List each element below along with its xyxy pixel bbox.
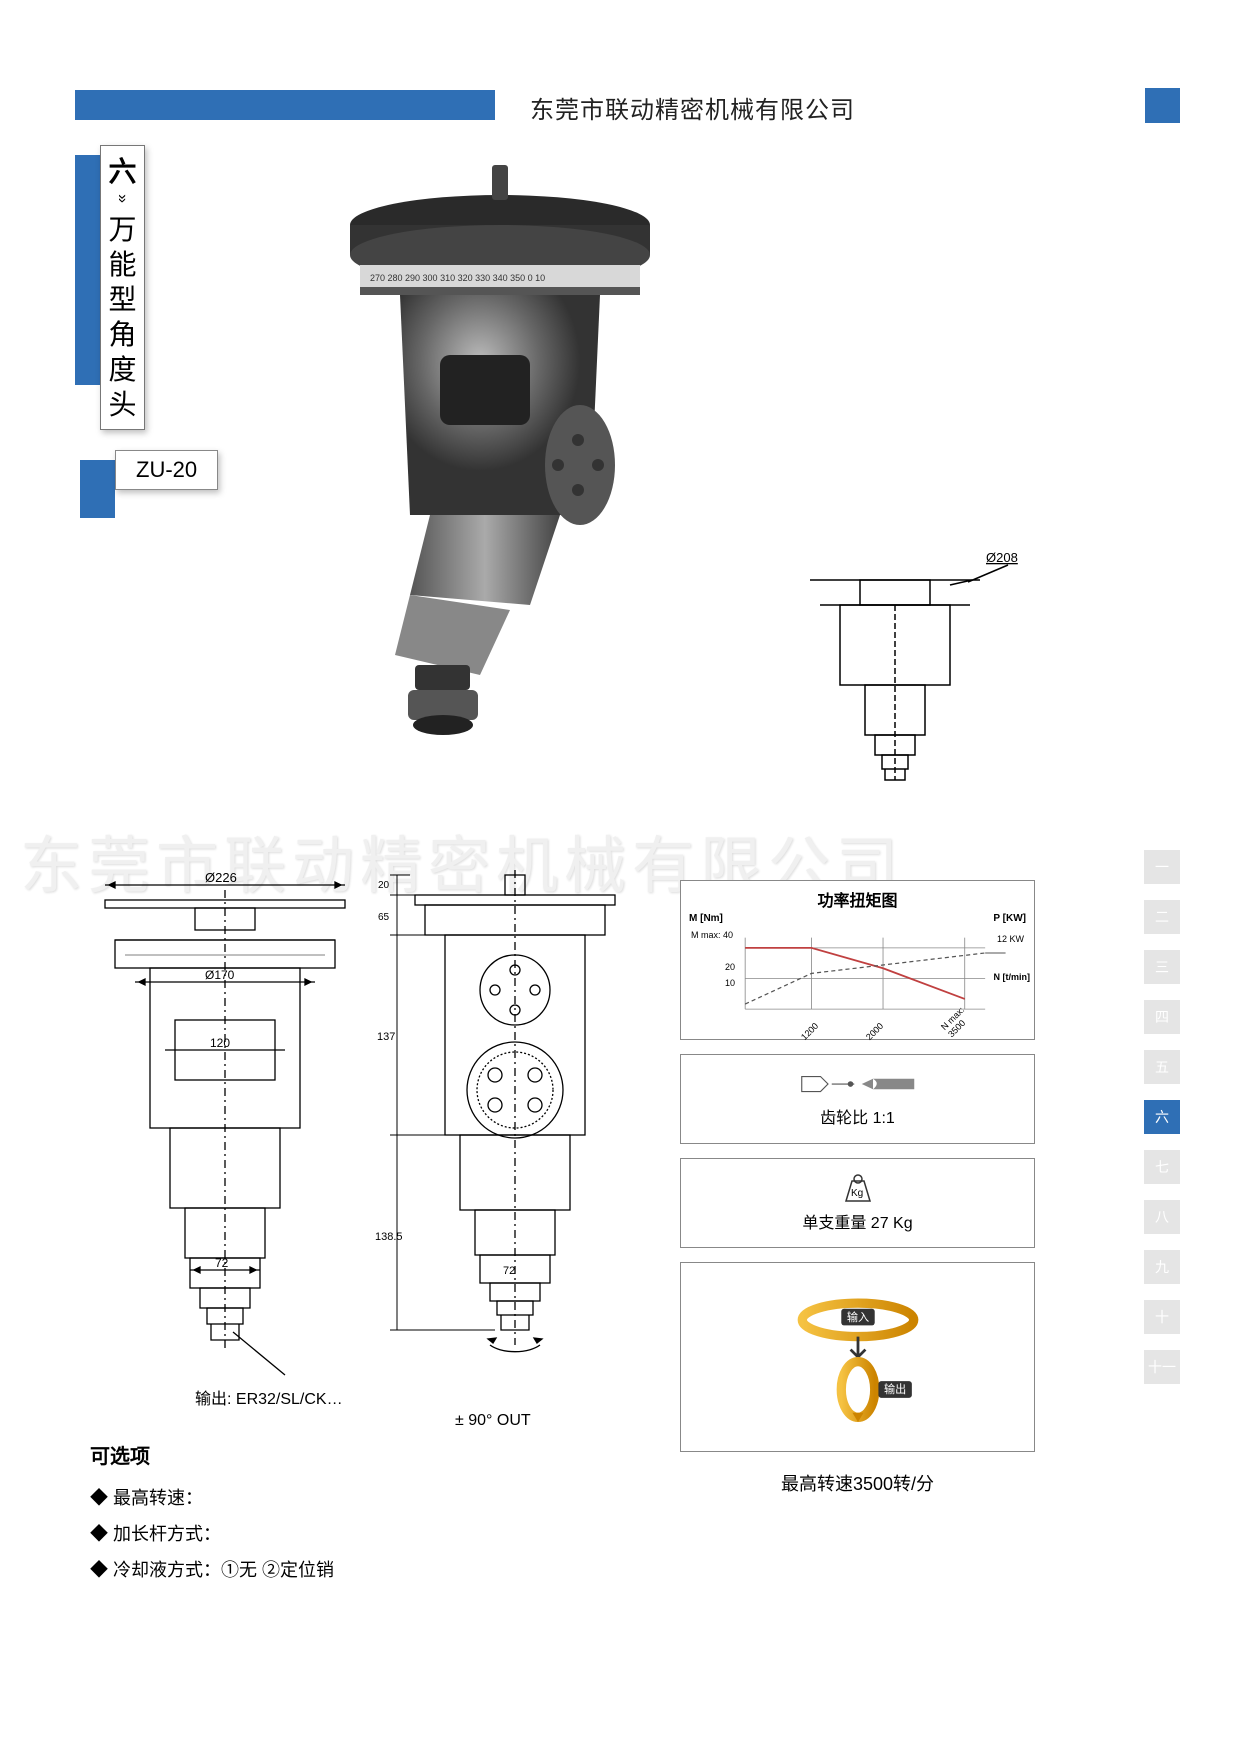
spec-column: 功率扭矩图 M [Nm] P [KW] — [680, 880, 1035, 1496]
dim-d170: Ø170 — [205, 968, 235, 982]
schematic-top-right: Ø208 — [750, 550, 1040, 810]
side-nav: 一 二 三 四 五 六 七 八 九 十 十一 — [1144, 850, 1180, 1384]
company-name: 东莞市联动精密机械有限公司 — [530, 90, 855, 125]
gear-label: 齿轮比 1:1 — [820, 1104, 895, 1128]
rot-in: 输入 — [846, 1310, 868, 1324]
header-bar — [75, 90, 495, 120]
side-tab-8[interactable]: 九 — [1144, 1250, 1180, 1284]
dim-h137: 137 — [377, 1031, 395, 1043]
dim-72a: 72 — [215, 1256, 229, 1270]
chart-pmax: 12 KW — [997, 934, 1024, 944]
rotation-icon: 输入 输出 — [758, 1292, 958, 1422]
weight-unit: Kg — [851, 1188, 863, 1199]
options-title: 可选项 — [90, 1440, 150, 1469]
side-tab-2[interactable]: 三 — [1144, 950, 1180, 984]
category-label-box: 六 » 万 能 型 角 度 头 — [100, 145, 145, 430]
side-tab-6[interactable]: 七 — [1144, 1150, 1180, 1184]
dim-h20: 20 — [378, 880, 390, 891]
spec-weight-box: Kg 单支重量 27 Kg — [680, 1158, 1035, 1248]
chart-yt1: 20 — [725, 962, 735, 972]
weight-icon: Kg — [838, 1173, 878, 1203]
category-title-0: 万 — [108, 212, 136, 247]
category-title-1: 能 — [108, 247, 136, 282]
arrows-icon: » — [117, 194, 128, 203]
model-accent — [80, 460, 115, 518]
product-render: 270 280 290 300 310 320 330 340 350 0 10 — [300, 165, 700, 765]
side-tab-3[interactable]: 四 — [1144, 1000, 1180, 1034]
side-tab-5[interactable]: 六 — [1144, 1100, 1180, 1134]
output-angle: ± 90° OUT — [455, 1412, 531, 1430]
dim-h1385: 138.5 — [375, 1231, 403, 1243]
page: 东莞市联动精密机械有限公司 六 » 万 能 型 角 度 头 ZU-20 — [0, 0, 1240, 1754]
option-item-0: 最高转速： — [90, 1480, 334, 1516]
side-tab-0[interactable]: 一 — [1144, 850, 1180, 884]
option-item-1: 加长杆方式： — [90, 1516, 334, 1552]
spec-chart-box: 功率扭矩图 M [Nm] P [KW] — [680, 880, 1035, 1040]
spec-gear-box: 齿轮比 1:1 — [680, 1054, 1035, 1144]
chart-mmax: M max: 40 — [691, 930, 733, 940]
dim-h65: 65 — [378, 912, 390, 923]
schematic-front-view: Ø226 Ø170 120 72 — [75, 870, 375, 1400]
category-title-5: 头 — [108, 387, 136, 422]
chart-xlabel: N [t/min] — [994, 972, 1031, 982]
side-tab-10[interactable]: 十一 — [1144, 1350, 1180, 1384]
category-title-3: 角 — [108, 317, 136, 352]
gear-icon — [798, 1070, 918, 1098]
chart-yt2: 10 — [725, 978, 735, 988]
header-accent-right — [1145, 88, 1180, 123]
dim-diameter: Ø208 — [986, 550, 1018, 565]
chart-body: M max: 40 20 10 12 KW N [t/min] 1200 200… — [689, 924, 1026, 1033]
chart-y-left: M [Nm] — [689, 913, 723, 924]
side-tab-4[interactable]: 五 — [1144, 1050, 1180, 1084]
dim-120: 120 — [210, 1036, 230, 1050]
dim-72b: 72 — [503, 1265, 515, 1277]
output-label: 输出: ER32/SL/CK… — [195, 1385, 343, 1409]
spec-rotation-box: 输入 输出 — [680, 1262, 1035, 1452]
max-speed: 最高转速3500转/分 — [680, 1470, 1035, 1496]
side-tab-1[interactable]: 二 — [1144, 900, 1180, 934]
rot-out: 输出 — [884, 1382, 906, 1396]
category-title-2: 型 — [108, 282, 136, 317]
weight-label: 单支重量 27 Kg — [802, 1209, 912, 1233]
category-number: 六 — [108, 154, 136, 189]
model-label: ZU-20 — [115, 450, 218, 490]
options-list: 最高转速： 加长杆方式： 冷却液方式：①无 ②定位销 — [90, 1480, 334, 1588]
svg-text:270 280 290 300 310 320 330 34: 270 280 290 300 310 320 330 340 350 0 10 — [370, 273, 545, 283]
schematic-side-view: 20 65 137 138.5 72 — [375, 870, 655, 1430]
side-tab-7[interactable]: 八 — [1144, 1200, 1180, 1234]
option-item-2: 冷却液方式：①无 ②定位销 — [90, 1552, 334, 1588]
dim-d226: Ø226 — [205, 870, 237, 885]
category-title-4: 度 — [108, 352, 136, 387]
side-tab-9[interactable]: 十 — [1144, 1300, 1180, 1334]
chart-y-right: P [KW] — [993, 913, 1026, 924]
chart-title: 功率扭矩图 — [817, 887, 897, 911]
